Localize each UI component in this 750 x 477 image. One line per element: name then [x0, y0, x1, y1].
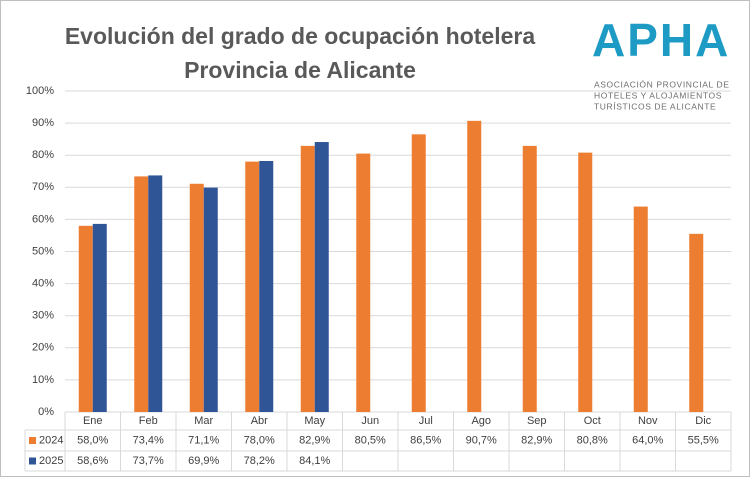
- chart-title: Evolución del grado de ocupación hoteler…: [65, 23, 536, 49]
- data-label: 78,0%: [244, 434, 275, 446]
- x-tick-label: Ene: [83, 415, 103, 427]
- y-tick-label: 50%: [32, 245, 54, 257]
- x-tick-label: Feb: [139, 415, 158, 427]
- data-label: 73,4%: [133, 434, 164, 446]
- logo-line: ASOCIACIÓN PROVINCIAL DE: [594, 79, 729, 89]
- bar: [245, 161, 260, 412]
- y-tick-label: 0%: [38, 406, 54, 418]
- logo-name: APHA: [592, 14, 730, 66]
- data-label: 78,2%: [244, 455, 275, 467]
- data-label: 58,0%: [77, 434, 108, 446]
- x-tick-label: Sep: [527, 415, 547, 427]
- bar: [411, 134, 426, 412]
- data-label: 86,5%: [410, 434, 441, 446]
- bar: [578, 152, 593, 412]
- data-label: 55,5%: [688, 434, 719, 446]
- data-label: 71,1%: [188, 434, 219, 446]
- x-tick-label: Ago: [471, 415, 491, 427]
- bar: [522, 145, 537, 413]
- y-tick-label: 20%: [32, 342, 54, 354]
- x-tick-label: Nov: [638, 415, 658, 427]
- bar: [189, 183, 204, 412]
- bar: [92, 223, 107, 412]
- chart-title: Provincia de Alicante: [184, 57, 416, 83]
- bar: [203, 187, 218, 412]
- y-tick-label: 80%: [32, 149, 54, 161]
- legend-swatch: [29, 437, 36, 444]
- logo-line: HOTELES Y ALOJAMIENTOS: [594, 90, 722, 100]
- legend-label: 2024: [39, 434, 63, 446]
- bar: [259, 160, 274, 412]
- data-label: 80,8%: [577, 434, 608, 446]
- data-label: 90,7%: [466, 434, 497, 446]
- bar: [148, 175, 163, 412]
- data-label: 64,0%: [632, 434, 663, 446]
- x-tick-label: Oct: [584, 415, 601, 427]
- bar: [314, 142, 329, 412]
- bar: [134, 176, 149, 412]
- x-tick-label: Dic: [695, 415, 711, 427]
- y-tick-label: 10%: [32, 374, 54, 386]
- bar: [689, 233, 704, 412]
- y-tick-label: 100%: [26, 85, 54, 97]
- y-tick-label: 90%: [32, 117, 54, 129]
- bar: [300, 145, 315, 413]
- data-label: 80,5%: [355, 434, 386, 446]
- data-label: 84,1%: [299, 455, 330, 467]
- data-label: 69,9%: [188, 455, 219, 467]
- x-tick-label: Abr: [251, 415, 268, 427]
- bar: [356, 153, 371, 412]
- bar: [633, 206, 648, 412]
- y-tick-label: 30%: [32, 310, 54, 322]
- data-label: 58,6%: [77, 455, 108, 467]
- x-tick-label: Jun: [361, 415, 379, 427]
- y-tick-label: 70%: [32, 181, 54, 193]
- x-tick-label: Mar: [194, 415, 213, 427]
- x-tick-label: Jul: [419, 415, 433, 427]
- data-label: 73,7%: [133, 455, 164, 467]
- y-tick-label: 40%: [32, 278, 54, 290]
- bar: [467, 120, 482, 412]
- data-label: 82,9%: [521, 434, 552, 446]
- bar: [78, 225, 93, 412]
- data-label: 82,9%: [299, 434, 330, 446]
- legend-swatch: [29, 457, 36, 465]
- x-tick-label: May: [304, 415, 325, 427]
- logo-line: TURÍSTICOS DE ALICANTE: [594, 101, 716, 111]
- legend-label: 2025: [39, 455, 63, 467]
- y-tick-label: 60%: [32, 213, 54, 225]
